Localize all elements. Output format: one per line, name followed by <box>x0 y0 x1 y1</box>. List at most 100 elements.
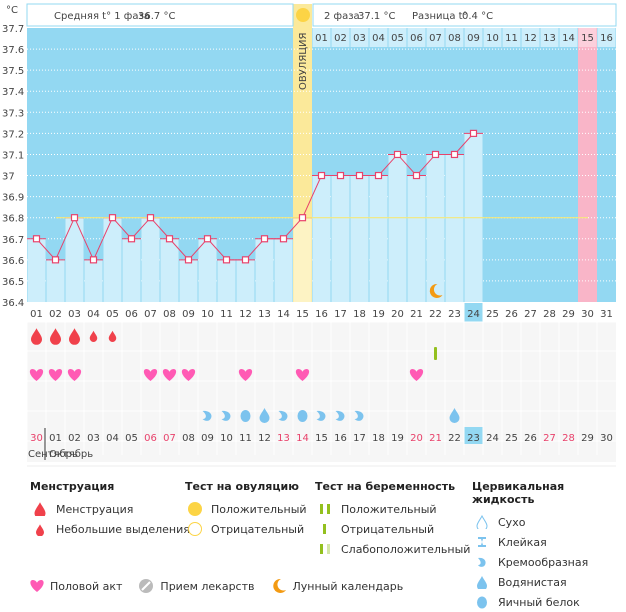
phase2-day-label: 01 <box>315 33 328 44</box>
legend-item: Слабоположительный <box>341 542 471 556</box>
calendar-date-label: 20 <box>410 433 423 444</box>
phase2-day-cell <box>521 28 540 47</box>
y-tick-label: 37.3 <box>2 108 24 119</box>
temperature-point <box>317 171 326 180</box>
cycle-day-label: 10 <box>201 309 214 320</box>
today-highlight <box>464 303 483 322</box>
temperature-bar <box>141 217 160 302</box>
cycle-day-label: 19 <box>372 309 385 320</box>
phase2-day-label: 12 <box>524 33 537 44</box>
y-tick-label: 37.1 <box>2 150 24 161</box>
temperature-point <box>355 171 364 180</box>
legend-item: Водянистая <box>498 575 567 589</box>
cycle-day-label: 16 <box>315 309 328 320</box>
temperature-point <box>279 235 288 243</box>
moon-icon <box>272 578 286 593</box>
legend-item: Сухо <box>498 515 526 529</box>
legend-item: Половой акт <box>50 579 123 593</box>
fluid-creamy-icon <box>316 410 326 421</box>
ovulation-test-positive-icon <box>296 8 310 22</box>
calendar-date-label: 25 <box>505 433 518 444</box>
cycle-day-label: 05 <box>106 309 119 320</box>
fluid-creamy-icon <box>354 410 364 421</box>
fluid-eggwhite-icon <box>472 595 492 609</box>
calendar-date-label: 13 <box>277 433 290 444</box>
y-tick-label: 37.7 <box>2 24 24 35</box>
temperature-point <box>469 129 478 137</box>
fluid-sticky-icon <box>472 535 492 549</box>
temperature-point <box>89 256 98 264</box>
cycle-day-label: 03 <box>68 309 81 320</box>
calendar-date-label: 01 <box>49 433 62 444</box>
fluid-dry-icon <box>472 515 492 529</box>
phase2-day-cell <box>483 28 502 47</box>
ovulation-negative-icon <box>185 521 205 537</box>
phase1-value: 36.7 °C <box>138 11 175 22</box>
y-tick-label: 36.7 <box>2 235 24 246</box>
cycle-day-label: 04 <box>87 309 100 320</box>
phase2-day-label: 13 <box>543 33 556 44</box>
temperature-point <box>127 235 136 243</box>
header-box-right <box>312 3 617 27</box>
calendar-date-label: 18 <box>372 433 385 444</box>
calendar-date-label: 11 <box>239 433 252 444</box>
calendar-date-label: 06 <box>144 433 157 444</box>
phase2-day-label: 10 <box>486 33 499 44</box>
cycle-day-label: 13 <box>258 309 271 320</box>
legend-item: Отрицательный <box>341 522 435 536</box>
cycle-day-label: 18 <box>353 309 366 320</box>
calendar-date-label: 09 <box>201 433 214 444</box>
legend-item: Кремообразная <box>498 555 589 569</box>
legend-item: Небольшие выделения <box>56 522 190 536</box>
cycle-day-label: 20 <box>391 309 404 320</box>
fluid-eggwhite-icon <box>297 410 308 422</box>
blood-drop-icon <box>30 502 50 516</box>
cycle-day-label: 02 <box>49 309 62 320</box>
cycle-day-label: 24 <box>467 309 480 320</box>
temperature-bar <box>84 259 103 302</box>
phase2-day-label: 16 <box>600 33 613 44</box>
legend-title: Тест на овуляцию <box>185 480 299 493</box>
phase2-day-label: 05 <box>391 33 404 44</box>
legend-ovulation-test: Тест на овуляцию Положительный Отрицател… <box>185 480 307 539</box>
ovulation-label: ОВУЛЯЦИЯ <box>298 33 309 91</box>
legend-other: Половой акт Прием лекарств Лунный календ… <box>30 578 403 594</box>
temperature-bar <box>445 154 464 302</box>
calendar-date-label: 17 <box>353 433 366 444</box>
phase2-day-label: 04 <box>372 33 385 44</box>
phase2-day-cell <box>388 28 407 47</box>
calendar-date-label: 19 <box>391 433 404 444</box>
phase2-day-cell <box>597 28 616 47</box>
month-label: Сентябрь <box>28 449 78 460</box>
phase2-day-cell <box>502 28 521 47</box>
legend-item: Положительный <box>211 502 307 516</box>
temperature-point <box>32 235 41 243</box>
pregnancy-test-negative-icon <box>434 347 437 360</box>
phase2-day-cell <box>578 28 597 47</box>
phase2-day-cell <box>331 28 350 47</box>
cycle-day-label: 14 <box>277 309 290 320</box>
legend-pregnancy-test: Тест на беременность Положительный Отриц… <box>315 480 470 559</box>
phase1-label: Средняя t° 1 фаза <box>54 11 150 22</box>
cycle-day-label: 25 <box>486 309 499 320</box>
calendar-date-label: 23 <box>467 433 480 444</box>
temperature-bar <box>407 175 426 302</box>
cycle-day-label: 17 <box>334 309 347 320</box>
cycle-day-label: 23 <box>448 309 461 320</box>
phase2-day-cell <box>350 28 369 47</box>
legend-item: Яичный белок <box>498 595 580 609</box>
pregnancy-faint-icon <box>315 542 335 556</box>
temperature-point <box>374 171 383 180</box>
phase2-day-cell <box>540 28 559 47</box>
phase2-day-label: 11 <box>505 33 518 44</box>
temperature-bar <box>46 259 65 302</box>
cycle-day-label: 07 <box>144 309 157 320</box>
cycle-day-label: 28 <box>543 309 556 320</box>
phase2-day-cell <box>559 28 578 47</box>
cycle-day-label: 09 <box>182 309 195 320</box>
fluid-creamy-icon <box>221 410 231 421</box>
temperature-point <box>336 171 345 180</box>
temperature-bar <box>122 238 141 302</box>
small-blood-drop-icon <box>30 522 50 536</box>
cycle-day-label: 27 <box>524 309 537 320</box>
